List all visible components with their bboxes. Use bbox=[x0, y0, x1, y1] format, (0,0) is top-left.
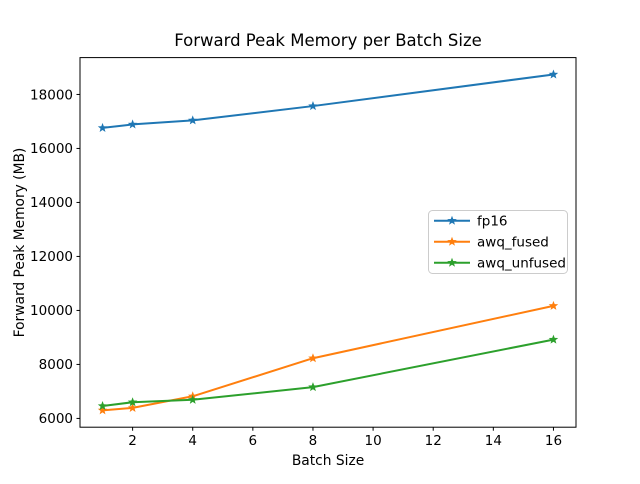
series-layer bbox=[97, 69, 559, 415]
y-tick-label: 8000 bbox=[39, 357, 73, 373]
y-tick-label: 14000 bbox=[30, 195, 73, 211]
star-marker bbox=[308, 382, 318, 392]
x-tick-label: 14 bbox=[485, 433, 502, 449]
x-tick-label: 12 bbox=[425, 433, 442, 449]
star-marker bbox=[308, 101, 318, 111]
star-marker bbox=[97, 405, 108, 415]
star-marker bbox=[127, 402, 138, 412]
legend-star-marker bbox=[447, 215, 457, 225]
legend-star-marker bbox=[447, 257, 457, 267]
series-line-awq_fused bbox=[101, 304, 555, 412]
star-marker bbox=[548, 300, 559, 310]
legend-label: fp16 bbox=[477, 214, 508, 230]
y-tick-label: 6000 bbox=[39, 411, 73, 427]
y-axis-label: Forward Peak Memory (MB) bbox=[12, 148, 28, 338]
x-tick-label: 10 bbox=[364, 433, 381, 449]
series-line-awq_unfused bbox=[101, 338, 555, 408]
star-marker bbox=[127, 119, 138, 129]
legend-star-marker bbox=[447, 236, 457, 246]
star-marker bbox=[187, 115, 198, 125]
axes-layer: 2 4 6 8 10 12 14 16 6000 8000 10000 12000 14000 16000… bbox=[30, 57, 577, 449]
plot-border bbox=[79, 57, 577, 428]
y-tick-label: 10000 bbox=[30, 303, 73, 319]
star-marker bbox=[187, 394, 198, 404]
x-tick-label: 6 bbox=[249, 433, 258, 449]
y-tick-label: 16000 bbox=[30, 141, 73, 157]
star-marker bbox=[308, 353, 318, 363]
star-marker bbox=[548, 69, 559, 79]
x-tick-label: 4 bbox=[188, 433, 197, 449]
star-marker bbox=[97, 401, 108, 411]
legend: fp16 awq_fused awq_unfused bbox=[428, 210, 568, 274]
chart-title: Forward Peak Memory per Batch Size bbox=[174, 31, 482, 50]
star-marker bbox=[97, 122, 108, 132]
star-marker bbox=[548, 334, 559, 344]
star-marker bbox=[127, 397, 138, 407]
legend-box bbox=[428, 210, 568, 274]
y-tick-label: 12000 bbox=[30, 249, 73, 265]
x-tick-label: 8 bbox=[309, 433, 318, 449]
x-axis-label: Batch Size bbox=[292, 453, 364, 469]
x-tick-label: 16 bbox=[545, 433, 562, 449]
x-tick-label: 2 bbox=[128, 433, 137, 449]
y-tick-label: 18000 bbox=[30, 87, 73, 103]
series-line-fp16 bbox=[101, 73, 555, 129]
legend-label: awq_fused bbox=[477, 235, 549, 251]
legend-label: awq_unfused bbox=[477, 256, 566, 272]
